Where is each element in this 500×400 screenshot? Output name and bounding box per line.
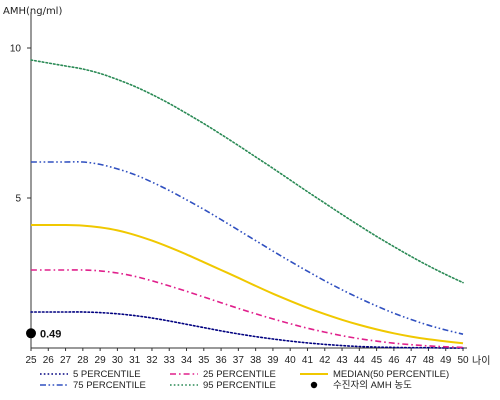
x-tick-label: 33 — [164, 355, 176, 366]
legend-item: 수진자의 AMH 농도 — [310, 380, 412, 391]
x-tick-label: 26 — [43, 355, 55, 366]
legend-item: 75 PERCENTILE — [40, 380, 146, 391]
x-tick-label: 29 — [95, 355, 107, 366]
series-line-5-percentile — [30, 311, 464, 349]
legend: 5 PERCENTILE 25 PERCENTILE MEDIAN(50 PERCE… — [40, 369, 449, 391]
legend-swatch — [310, 381, 318, 389]
x-tick-label: 43 — [336, 355, 348, 366]
series-line-median-50-percentile — [30, 223, 464, 345]
x-tick-label: 42 — [319, 355, 331, 366]
x-tick-label: 27 — [60, 355, 72, 366]
y-tick-label: 5 — [15, 194, 21, 205]
x-tick-label: 31 — [129, 355, 141, 366]
x-tick-label: 48 — [423, 355, 435, 366]
legend-item: MEDIAN(50 PERCENTILE) — [300, 369, 449, 380]
legend-label: 25 PERCENTILE — [203, 369, 276, 380]
x-axis-title: 나이 — [472, 355, 490, 367]
series-line-75-percentile — [31, 161, 464, 335]
x-tick-label: 32 — [146, 355, 158, 366]
legend-label: 5 PERCENTILE — [73, 369, 141, 380]
x-tick-label: 39 — [267, 355, 279, 366]
y-tick-label: 10 — [10, 44, 22, 55]
x-tick-label: 44 — [354, 355, 366, 366]
series-line-95-percentile — [30, 59, 464, 284]
x-tick-label: 35 — [198, 355, 210, 366]
legend-label: 95 PERCENTILE — [203, 380, 276, 391]
x-tick-label: 45 — [371, 355, 383, 366]
x-tick-label: 34 — [181, 355, 193, 366]
series-line-25-percentile — [31, 269, 464, 349]
x-tick-label: 37 — [233, 355, 245, 366]
legend-item: 95 PERCENTILE — [170, 380, 276, 391]
legend-label: 75 PERCENTILE — [73, 380, 146, 391]
x-tick-label: 40 — [285, 355, 297, 366]
x-tick-label: 38 — [250, 355, 262, 366]
x-tick-label: 49 — [440, 355, 452, 366]
patient-amh-value-label: 0.49 — [40, 328, 61, 340]
x-tick-label: 46 — [388, 355, 400, 366]
y-axis-title: AMH(ng/ml) — [3, 6, 62, 17]
patient-point: 0.49 — [26, 328, 61, 340]
legend-item: 5 PERCENTILE — [40, 369, 141, 380]
x-ticks: 25 26 27 28 29 30 31 32 33 34 35 36 37 38 39 40 41 42 43 44… — [25, 348, 469, 366]
x-tick-label: 47 — [406, 355, 418, 366]
legend-item: 25 PERCENTILE — [170, 369, 276, 380]
legend-label: MEDIAN(50 PERCENTILE) — [333, 369, 449, 380]
series-lines — [30, 59, 464, 349]
x-tick-label: 28 — [77, 355, 89, 366]
x-tick-label: 36 — [216, 355, 228, 366]
x-tick-label: 30 — [112, 355, 124, 366]
patient-amh-point — [26, 328, 36, 339]
y-ticks: 5 10 — [10, 44, 31, 205]
x-tick-label: 25 — [25, 355, 37, 366]
axes — [30, 12, 467, 349]
x-tick-label: 41 — [302, 355, 314, 366]
x-tick-label: 50 — [457, 355, 469, 366]
legend-label: 수진자의 AMH 농도 — [333, 380, 412, 391]
